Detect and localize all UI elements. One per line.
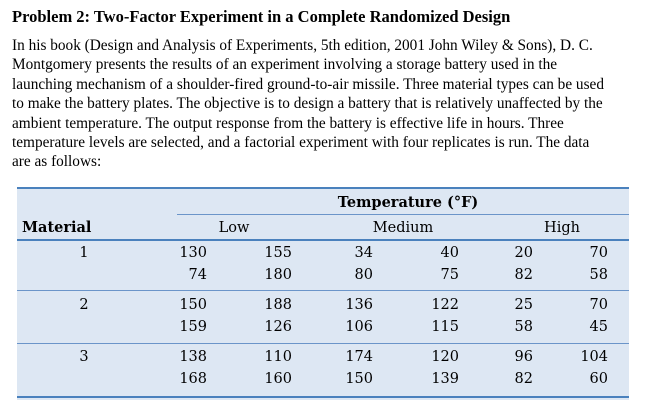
table-cell: 34 [354,245,373,261]
table-cell: 40 [440,245,459,261]
table-bottom-rule [17,396,629,398]
problem-description: In his book (Design and Analysis of Expe… [12,36,652,172]
table-cell: 106 [345,319,373,335]
problem-title: Problem 2: Two-Factor Experiment in a Co… [12,7,511,26]
data-table: Temperature (°F) Material Low Medium Hig… [17,187,629,400]
table-cell: 70 [589,245,608,261]
material-header: Material [22,219,92,236]
table-cell: 82 [514,371,533,387]
paragraph-line: ambient temperature. The output response… [12,114,564,132]
table-top-rule [17,187,629,189]
table-cell: 70 [589,297,608,313]
paragraph-line: to make the battery plates. The objectiv… [12,95,603,113]
table-cell: 168 [179,371,207,387]
table-cell: 120 [431,349,459,365]
table-cell: 96 [514,349,533,365]
paragraph-line: launching mechanism of a shoulder-fired … [12,75,604,93]
table-cell: 104 [580,349,608,365]
table-cell: 188 [264,297,292,313]
table-cell: 174 [345,349,373,365]
table-cell: 126 [264,319,292,335]
table-cell: 136 [345,297,373,313]
temperature-header-rule [177,214,629,215]
table-cell: 80 [354,267,373,283]
table-cell: 122 [431,297,459,313]
column-group-low: Low [218,220,250,236]
row-separator [17,343,629,344]
table-cell: 25 [514,297,533,313]
table-cell: 160 [264,371,292,387]
header-bottom-rule [17,239,629,241]
temperature-header: Temperature (°F) [337,194,479,211]
table-cell: 159 [179,319,207,335]
table-cell: 139 [431,371,459,387]
row-separator [17,290,629,291]
table-cell: 58 [589,267,608,283]
material-label: 3 [79,349,89,365]
table-cell: 150 [179,297,207,313]
column-group-high: High [544,220,580,236]
table-cell: 130 [179,245,207,261]
table-cell: 20 [514,245,533,261]
table-cell: 180 [264,267,292,283]
table-cell: 155 [264,245,292,261]
material-label: 2 [79,297,89,313]
paragraph-line: In his book (Design and Analysis of Expe… [12,37,593,54]
table-cell: 150 [345,371,373,387]
table-cell: 75 [440,267,459,283]
paragraph-line: Montgomery presents the results of an ex… [12,56,558,74]
material-label: 1 [79,245,89,261]
table-cell: 138 [179,349,207,365]
table-cell: 58 [514,319,533,335]
table-cell: 60 [589,371,608,387]
table-cell: 45 [589,319,608,335]
paragraph-line: temperature levels are selected, and a f… [12,134,590,152]
column-group-medium: Medium [372,220,434,236]
paragraph-line: are as follows: [12,153,102,171]
table-cell: 115 [431,319,459,335]
table-cell: 74 [188,267,207,283]
table-cell: 110 [264,349,292,365]
table-cell: 82 [514,267,533,283]
